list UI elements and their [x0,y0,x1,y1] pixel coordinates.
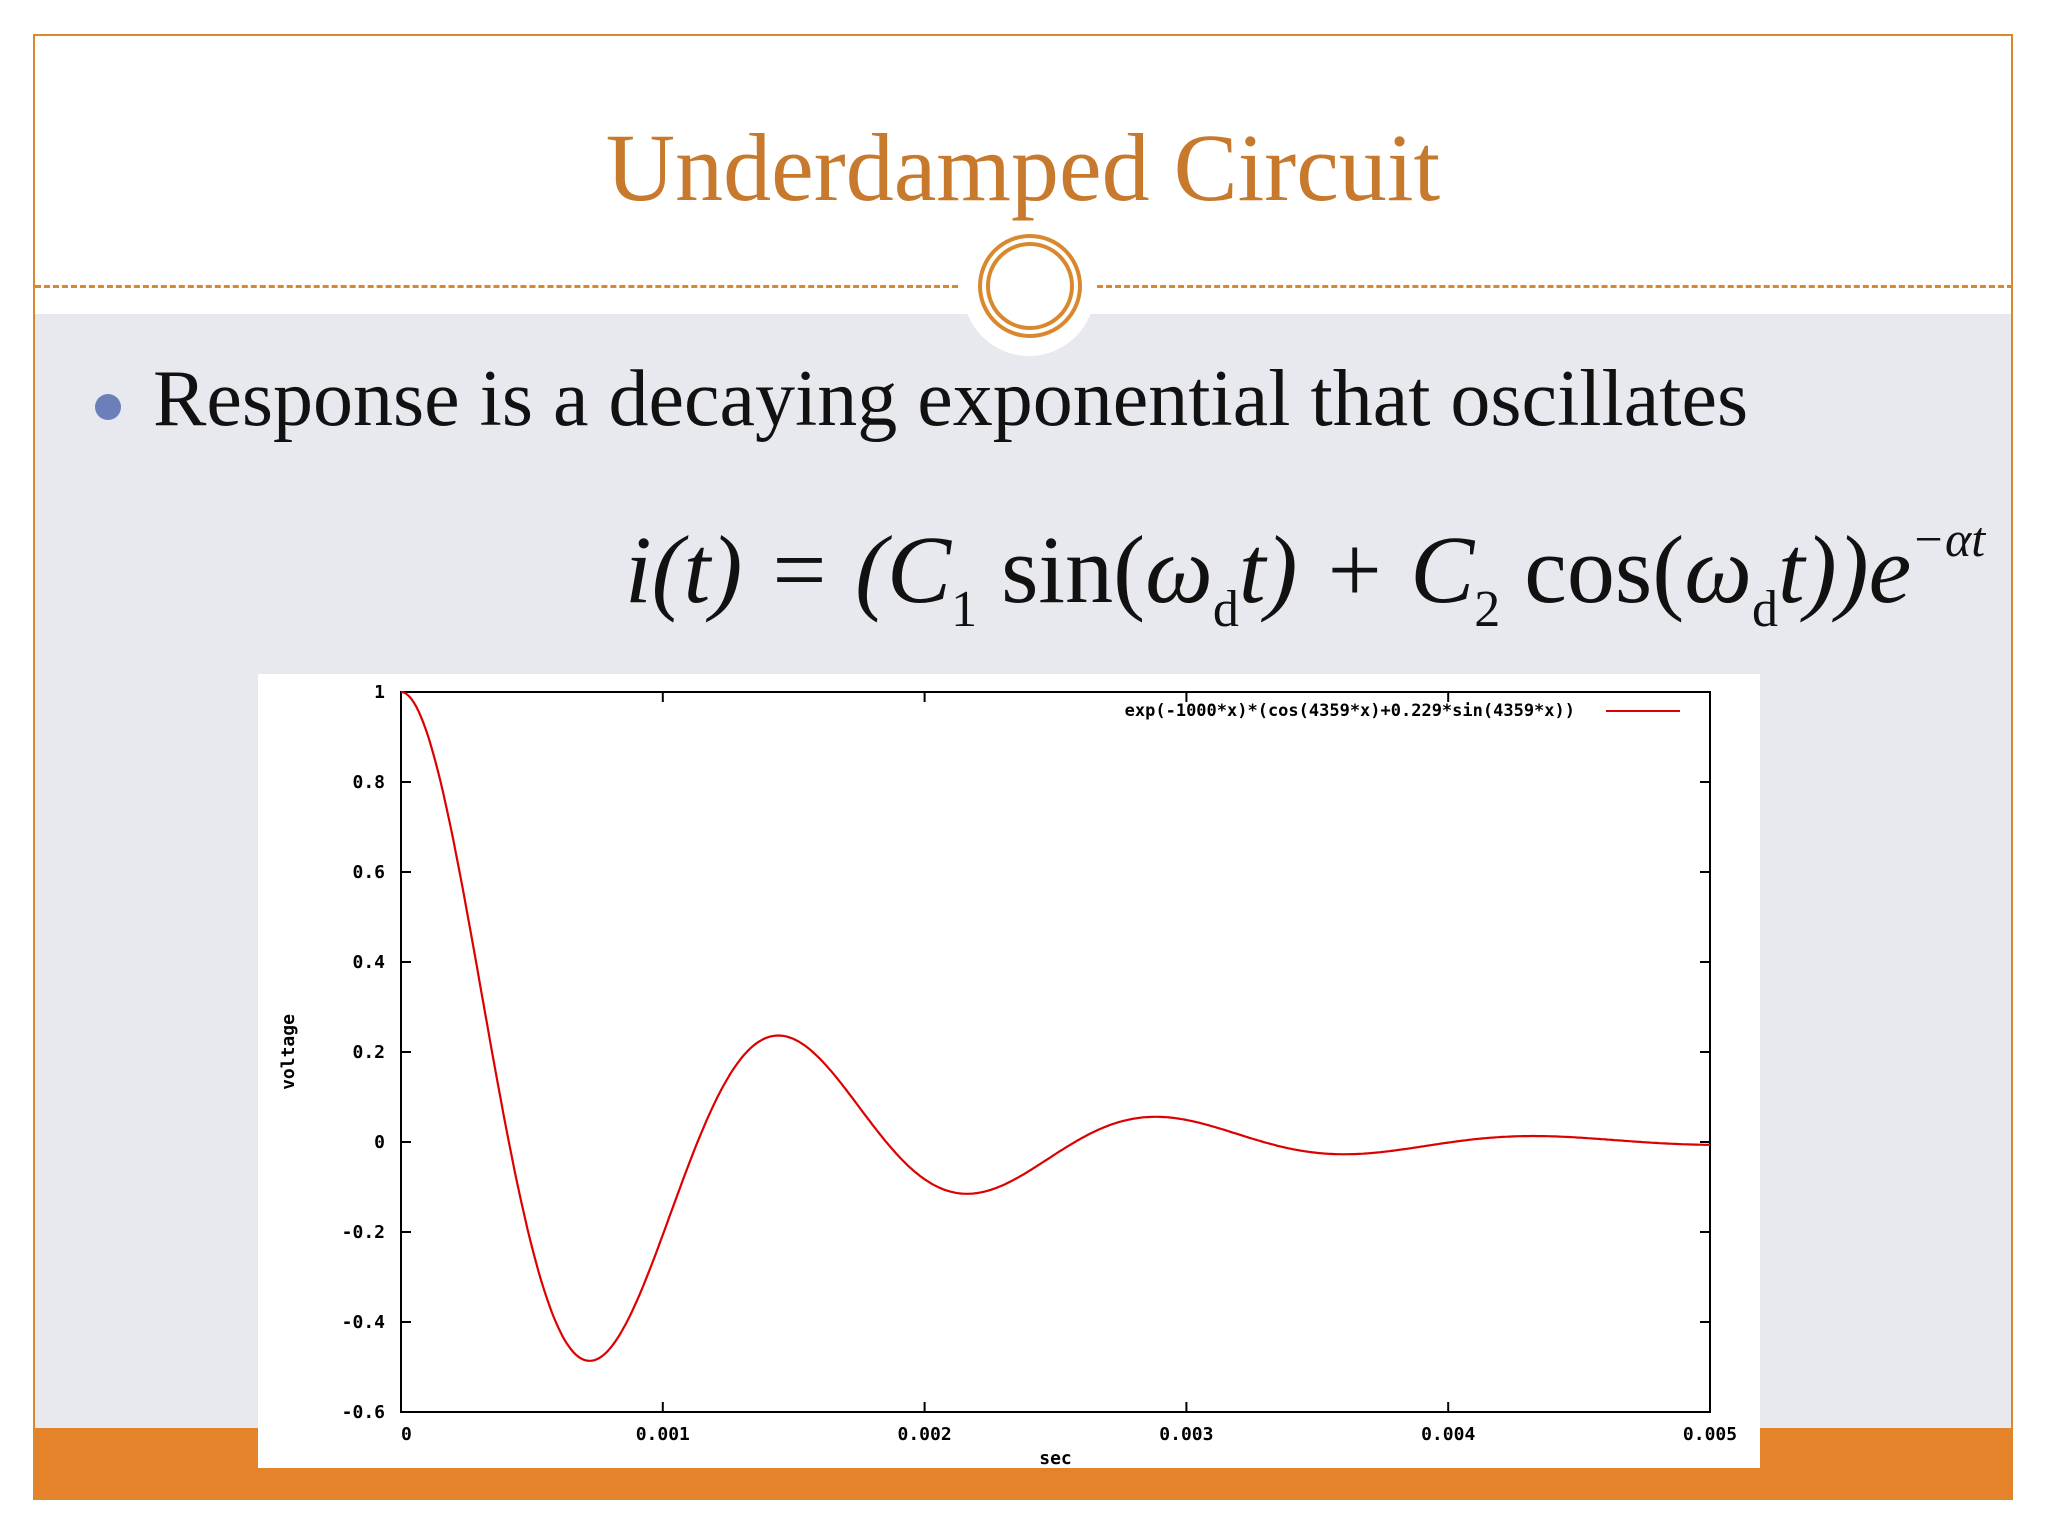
formula-lhs: i(t) = (C [625,516,952,623]
plot-frame [400,691,1711,1413]
formula-t-end: t))e [1778,516,1912,623]
y-tick-label: 1 [374,682,385,703]
divider-ornament-inner-ring [986,242,1074,330]
response-chart: 1 0.8 0.6 0.4 0.2 0 -0.2 -0.4 -0.6 0 0.001 0.002 0.0… [258,674,1760,1468]
x-tick-label: 0.001 [636,1424,690,1445]
formula-sub-d: d [1212,581,1239,638]
formula-sub-2: 2 [1474,581,1501,638]
y-tick-label: 0.6 [352,862,385,883]
slide: Underdamped Circuit Response is a decayi… [33,34,2013,1500]
x-axis-label: sec [1039,1448,1072,1468]
formula-sub-1: 1 [951,581,978,638]
slide-title: Underdamped Circuit [605,114,1441,221]
bullet-dot-icon [95,394,121,420]
bullet-text: Response is a decaying exponential that … [153,355,1749,443]
formula-sub-d-2: d [1752,581,1779,638]
x-tick-label: 0.002 [898,1424,952,1445]
y-tick-label: 0 [374,1132,385,1153]
x-tick-label: 0.004 [1421,1424,1475,1445]
y-tick-label: -0.2 [342,1222,385,1243]
y-axis-label: voltage [278,1014,299,1090]
series-line [400,690,1710,1362]
y-tick-label: 0.2 [352,1042,385,1063]
formula-exponent: −αt [1911,511,1986,567]
formula-sin: sin( [977,516,1146,623]
title-divider-left [35,285,958,288]
legend-label: exp(-1000*x)*(cos(4359*x)+0.229*sin(4359… [1125,701,1575,721]
y-tick-label: 0.4 [352,952,385,973]
formula-omega: ω [1145,516,1213,623]
y-tick-label: -0.4 [342,1312,386,1333]
y-tick-label: 0.8 [352,772,385,793]
x-tick-label: 0.003 [1159,1424,1213,1445]
x-tick-label: 0.005 [1683,1424,1737,1445]
formula-omega-2: ω [1684,516,1753,623]
formula-cos: cos( [1500,516,1685,623]
current-formula: i(t) = (C1 sin(ωdt) + C2 cos(ωdt))e−αt [625,511,1986,636]
chart-svg: 1 0.8 0.6 0.4 0.2 0 -0.2 -0.4 -0.6 0 0.001 0.002 0.0… [278,682,1737,1468]
formula-t-part: t) + C [1238,516,1475,623]
title-divider-right [1088,285,2013,288]
y-tick-label: -0.6 [342,1402,385,1423]
x-tick-label: 0 [401,1424,412,1445]
